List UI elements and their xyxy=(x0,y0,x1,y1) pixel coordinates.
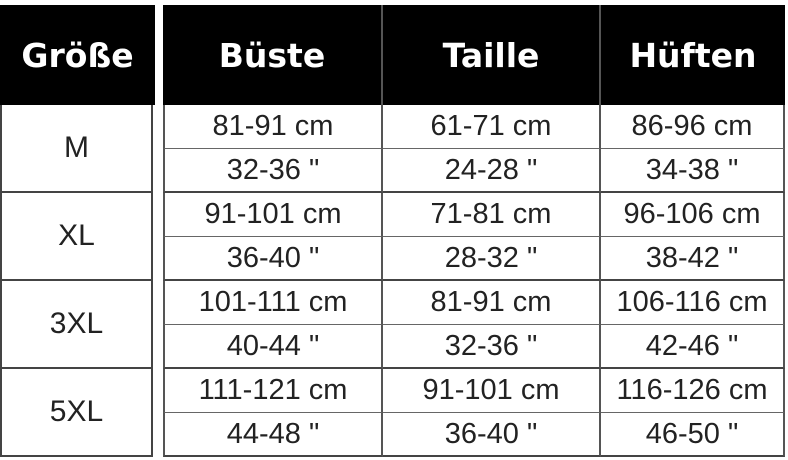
measure-cell: 101-111 cm xyxy=(163,281,383,325)
measure-cell: 36-40 " xyxy=(163,237,383,281)
measure-cell: 28-32 " xyxy=(383,237,601,281)
header-cell: Größe xyxy=(0,5,155,105)
measure-cell: 86-96 cm xyxy=(601,105,785,149)
measure-cell: 44-48 " xyxy=(163,413,383,457)
measure-cell: 91-101 cm xyxy=(383,369,601,413)
size-cell: 3XL xyxy=(0,281,153,369)
measure-cell: 91-101 cm xyxy=(163,193,383,237)
measure-cell: 116-126 cm xyxy=(601,369,785,413)
header-cell: Hüften xyxy=(601,5,785,105)
measure-cell: 71-81 cm xyxy=(383,193,601,237)
header-cell: Taille xyxy=(383,5,601,105)
measure-cell: 81-91 cm xyxy=(163,105,383,149)
measure-cell: 61-71 cm xyxy=(383,105,601,149)
measure-cell: 111-121 cm xyxy=(163,369,383,413)
measure-cell: 96-106 cm xyxy=(601,193,785,237)
measure-cell: 40-44 " xyxy=(163,325,383,369)
measure-cell: 42-46 " xyxy=(601,325,785,369)
size-cell: 5XL xyxy=(0,369,153,457)
measure-cell: 24-28 " xyxy=(383,149,601,193)
measure-cell: 34-38 " xyxy=(601,149,785,193)
measure-cell: 32-36 " xyxy=(163,149,383,193)
measure-cell: 32-36 " xyxy=(383,325,601,369)
size-cell: XL xyxy=(0,193,153,281)
measure-cell: 81-91 cm xyxy=(383,281,601,325)
measure-cell: 36-40 " xyxy=(383,413,601,457)
measure-cell: 46-50 " xyxy=(601,413,785,457)
size-cell: M xyxy=(0,105,153,193)
measure-cell: 38-42 " xyxy=(601,237,785,281)
header-cell: Büste xyxy=(163,5,383,105)
measure-cell: 106-116 cm xyxy=(601,281,785,325)
